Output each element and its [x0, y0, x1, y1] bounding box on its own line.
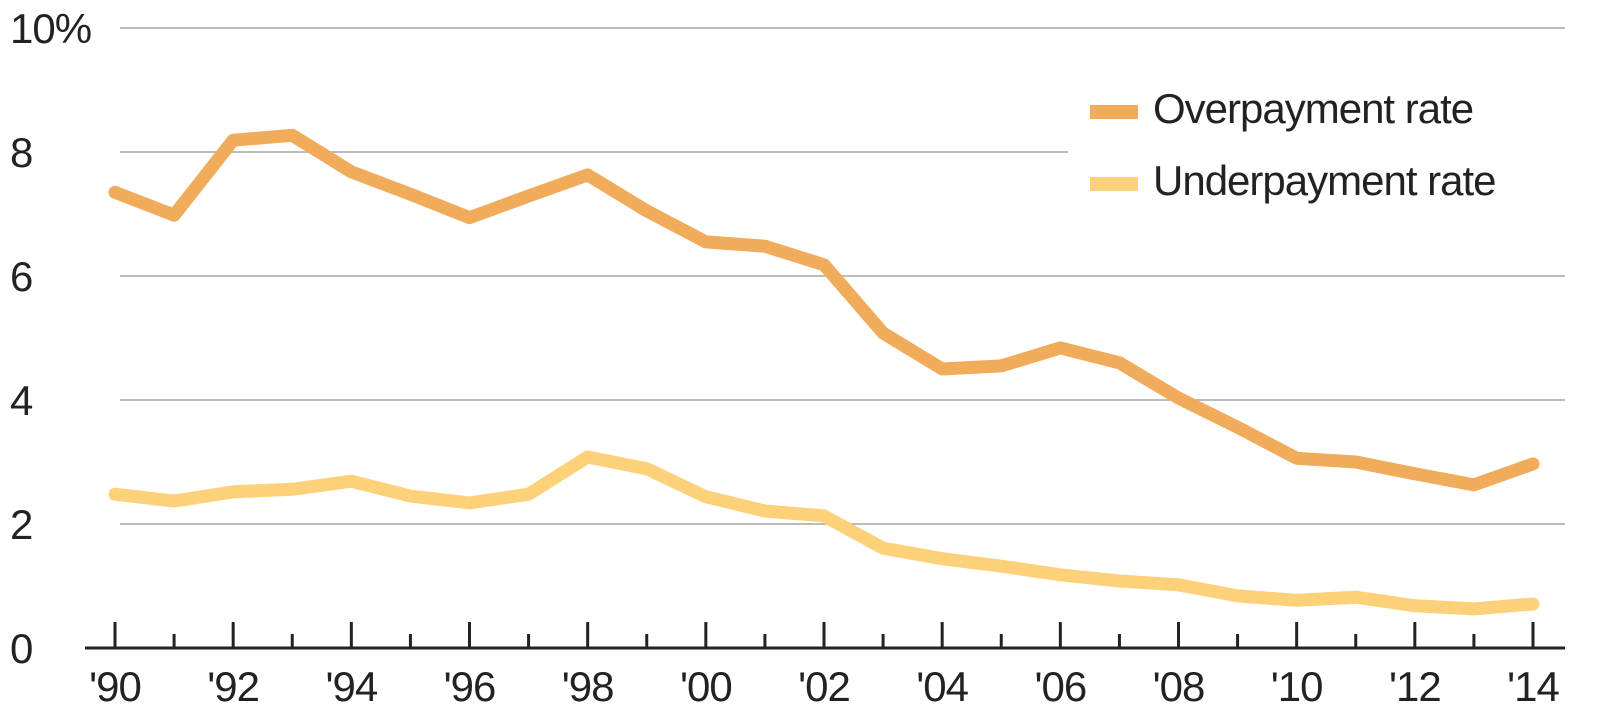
x-tick-label: '00 — [680, 663, 732, 710]
y-tick-label: 4 — [10, 377, 33, 424]
legend-background — [1068, 78, 1599, 218]
line-series — [108, 128, 1540, 492]
x-tick-label: '98 — [562, 663, 614, 710]
y-tick-label: 0 — [10, 625, 32, 672]
x-tick-label: '12 — [1389, 663, 1441, 710]
x-tick-label: '92 — [207, 663, 259, 710]
y-tick-label: 2 — [10, 501, 32, 548]
x-tick-label: '94 — [325, 663, 377, 710]
x-tick-label: '08 — [1153, 663, 1205, 710]
legend-label: Overpayment rate — [1153, 85, 1473, 132]
legend-label: Underpayment rate — [1153, 157, 1496, 204]
y-tick-label: 6 — [10, 253, 32, 300]
x-tick-label: '06 — [1034, 663, 1086, 710]
y-tick-label: 10% — [10, 5, 91, 52]
x-tick-label: '96 — [444, 663, 496, 710]
x-tick-label: '14 — [1507, 663, 1559, 710]
x-tick-label: '10 — [1271, 663, 1323, 710]
y-tick-label: 8 — [10, 129, 32, 176]
x-tick-label: '02 — [798, 663, 850, 710]
line-series — [108, 450, 1540, 616]
x-tick-label: '90 — [89, 663, 141, 710]
x-tick-label: '04 — [916, 663, 968, 710]
